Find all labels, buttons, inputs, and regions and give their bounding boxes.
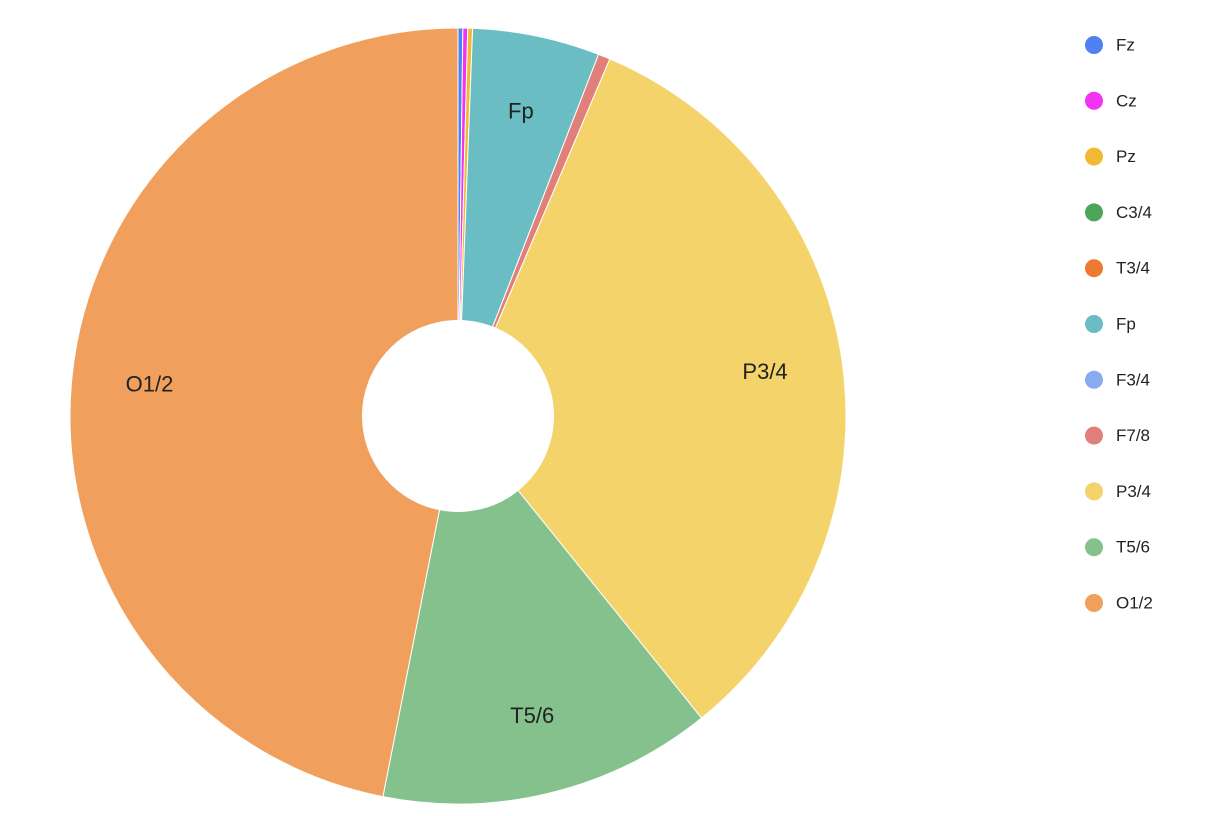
- slice: [457, 58, 847, 719]
- legend-label: Fp: [1116, 314, 1136, 333]
- legend-swatch: [1085, 147, 1103, 166]
- legend-label: O1/2: [1116, 593, 1153, 612]
- legend-swatch: [1085, 426, 1103, 445]
- legend-label: P3/4: [1116, 482, 1151, 501]
- legend-label: C3/4: [1116, 203, 1152, 222]
- legend-swatch: [1085, 203, 1103, 222]
- legend-label: T3/4: [1116, 259, 1150, 278]
- slices: [69, 27, 847, 805]
- legend-swatch: [1085, 370, 1103, 389]
- donut-hole: [362, 320, 554, 512]
- legend-swatch: [1085, 91, 1103, 110]
- slice-label: P3/4: [742, 359, 787, 384]
- legend: Fz Cz Pz C3/4 T3/4 Fp F3/4 F7/8 P3/4 T5/6 O1/2: [1085, 35, 1153, 612]
- slice-label: Fp: [508, 98, 534, 123]
- legend-swatch: [1085, 594, 1103, 612]
- legend-swatch: [1085, 538, 1103, 557]
- slice-label: T5/6: [510, 703, 554, 728]
- legend-swatch: [1085, 482, 1103, 501]
- legend-label: F7/8: [1116, 426, 1150, 445]
- legend-label: F3/4: [1116, 370, 1150, 389]
- legend-label: Cz: [1116, 91, 1137, 110]
- legend-swatch: [1085, 315, 1103, 333]
- slice-label: O1/2: [126, 372, 174, 397]
- legend-label: Pz: [1116, 147, 1136, 166]
- legend-label: Fz: [1116, 35, 1135, 54]
- slice: [69, 27, 459, 798]
- slice: [382, 414, 703, 805]
- legend-swatch: [1085, 36, 1103, 54]
- legend-swatch: [1085, 259, 1103, 278]
- slice-labels: Fp P3/4 T5/6 O1/2: [126, 98, 788, 728]
- legend-label: T5/6: [1116, 538, 1150, 557]
